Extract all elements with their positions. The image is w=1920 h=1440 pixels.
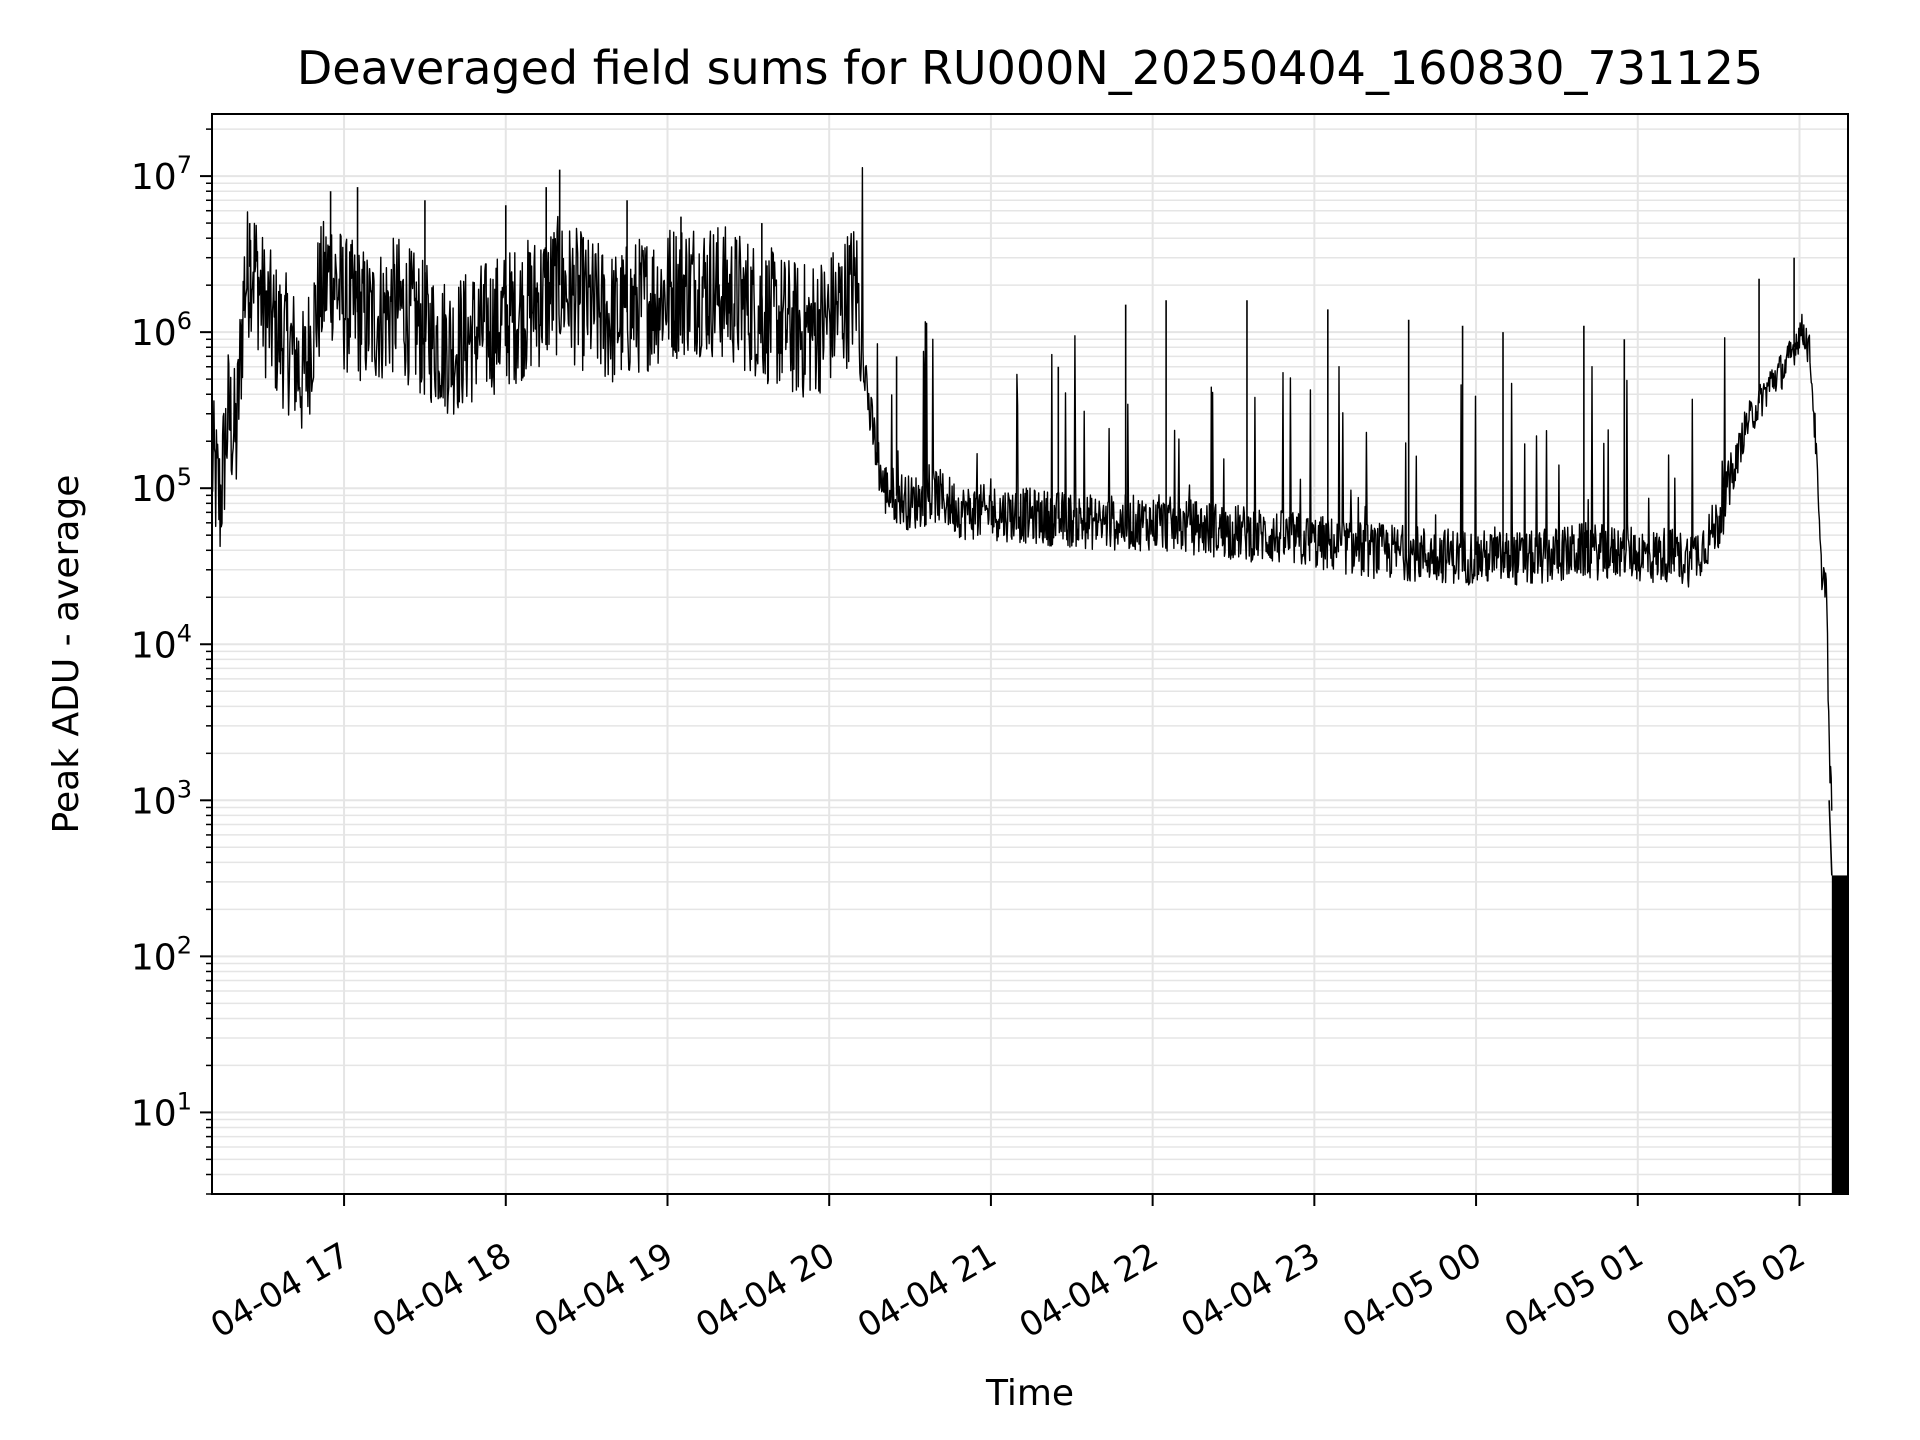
- x-tick-label: 04-04 17: [204, 1235, 356, 1346]
- x-tick-label: 04-05 00: [1336, 1235, 1488, 1346]
- x-tick-label: 04-05 02: [1660, 1235, 1812, 1346]
- y-axis-label: Peak ADU - average: [46, 475, 87, 834]
- x-tick-label: 04-04 18: [366, 1235, 518, 1346]
- series-drop: [1828, 800, 1833, 876]
- chart-title: Deaveraged field sums for RU000N_2025040…: [297, 41, 1763, 95]
- x-tick-label: 04-05 01: [1498, 1235, 1650, 1346]
- plot-frame: [211, 113, 1849, 1195]
- y-tick-label: 103: [131, 775, 192, 822]
- x-tick-label: 04-04 19: [528, 1235, 680, 1346]
- y-tick-label: 101: [131, 1087, 192, 1134]
- x-axis: 04-04 17 04-04 18 04-04 19 04-04 20 04-04 21…: [204, 1194, 1812, 1346]
- y-tick-label: 104: [131, 619, 192, 666]
- x-tick-label: 04-04 21: [851, 1235, 1003, 1346]
- y-tick-label: 102: [131, 931, 192, 978]
- y-tick-label: 105: [131, 463, 192, 510]
- x-tick-label: 04-04 22: [1013, 1235, 1165, 1346]
- y-tick-label: 107: [131, 151, 192, 198]
- series-trace: [211, 167, 1833, 811]
- series-line: [211, 167, 1848, 1194]
- x-tick-label: 04-04 23: [1174, 1235, 1326, 1346]
- gridlines: [212, 114, 1848, 1195]
- y-tick-label: 106: [131, 307, 192, 354]
- series-tail-block: [1831, 875, 1848, 1194]
- y-axis: 101 102 103 104 105 106 107: [131, 128, 212, 1195]
- x-tick-label: 04-04 20: [689, 1235, 841, 1346]
- x-axis-label: Time: [985, 1373, 1074, 1414]
